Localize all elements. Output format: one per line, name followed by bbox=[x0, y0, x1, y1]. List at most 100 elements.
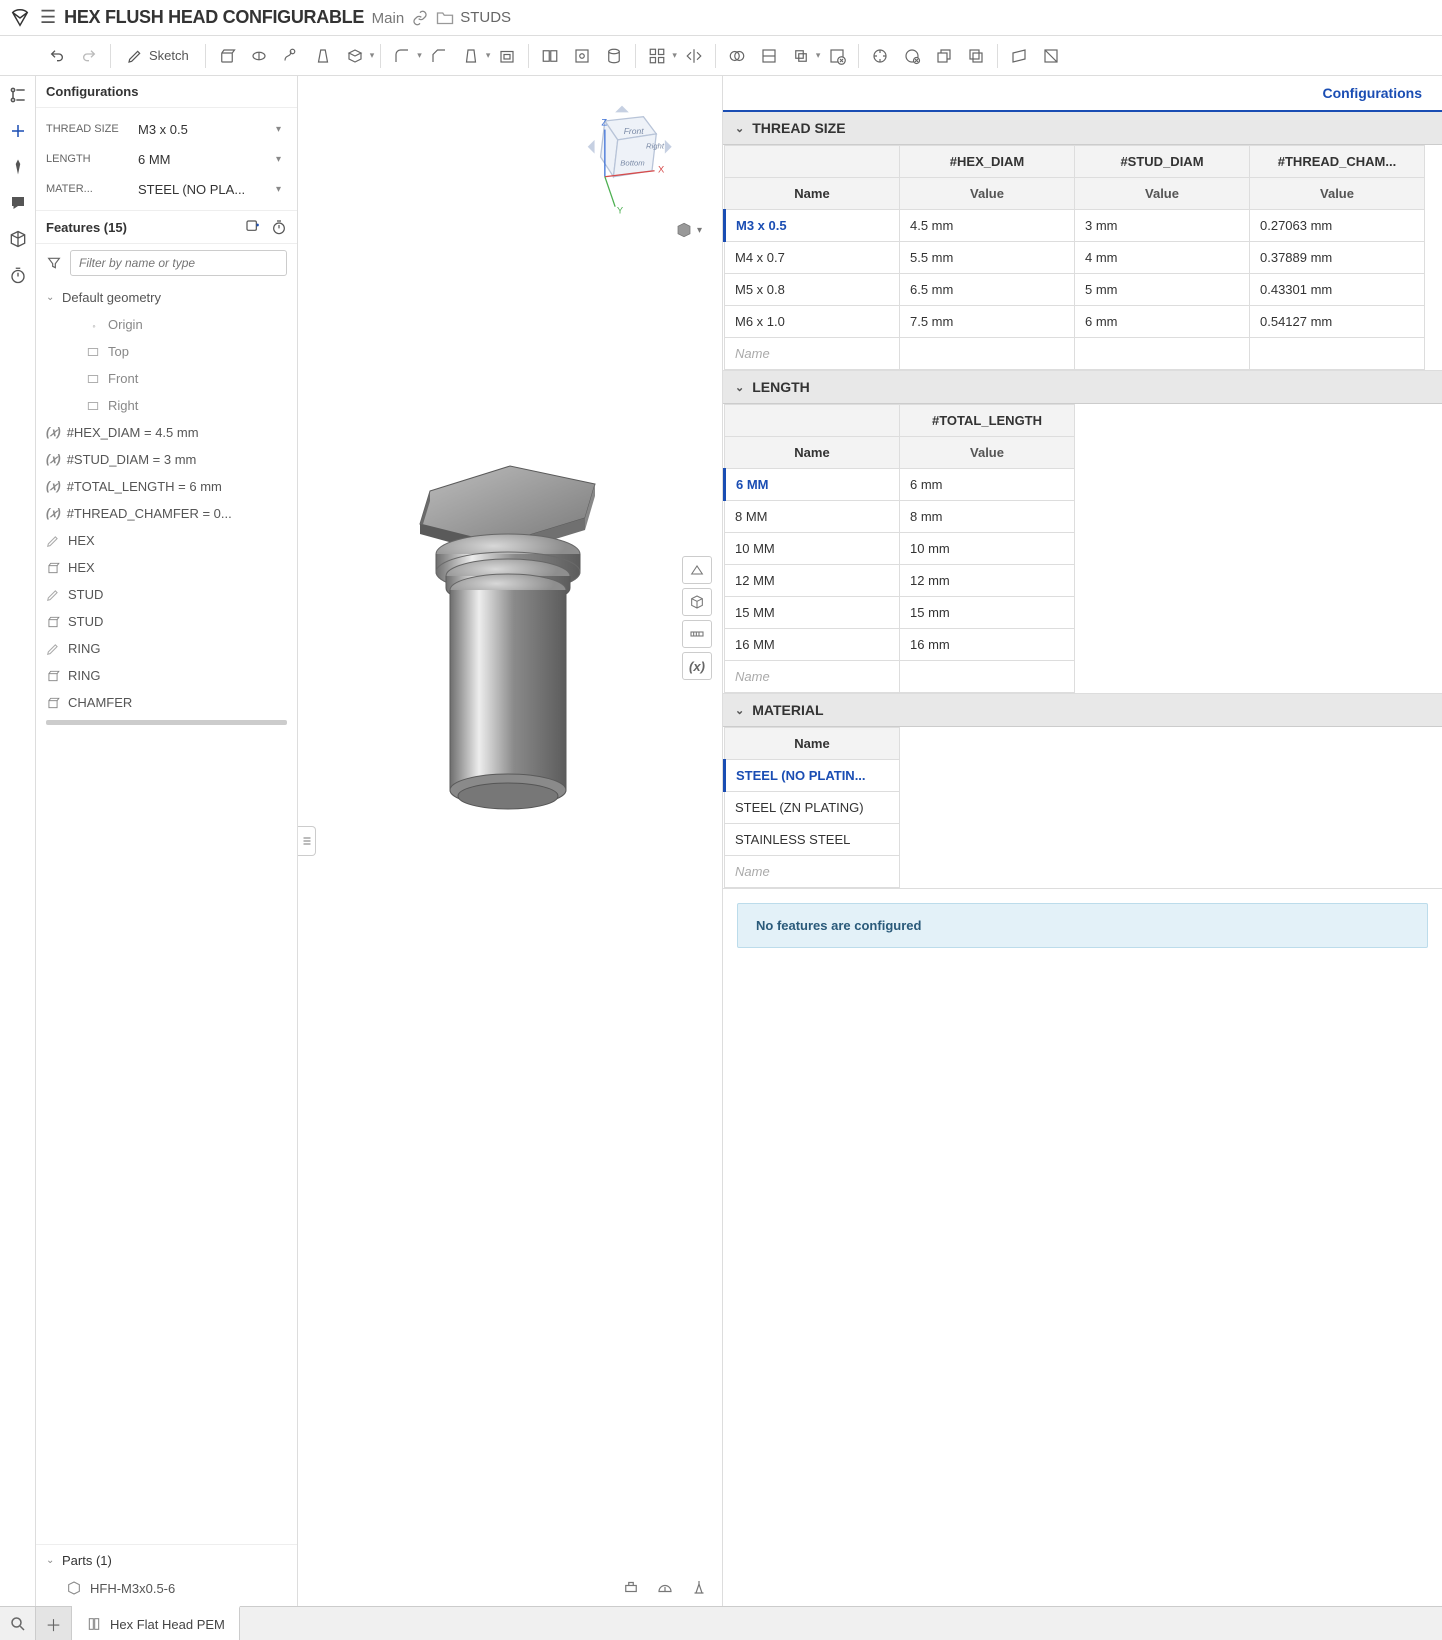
config-table-row[interactable]: M5 x 0.86.5 mm5 mm0.43301 mm bbox=[725, 274, 1425, 306]
config-select[interactable]: STEEL (NO PLA...▾ bbox=[132, 180, 287, 199]
config-section-header[interactable]: ⌄MATERIAL bbox=[723, 694, 1442, 727]
fillet-icon[interactable] bbox=[387, 41, 417, 71]
units-icon[interactable] bbox=[656, 1578, 674, 1596]
section-view-icon[interactable] bbox=[682, 556, 712, 584]
tree-feature[interactable]: HEX bbox=[46, 554, 287, 581]
rail-insert-icon[interactable] bbox=[5, 118, 31, 144]
config-table-row[interactable]: 8 MM8 mm bbox=[725, 501, 1075, 533]
tree-feature[interactable]: STUD bbox=[46, 581, 287, 608]
viewport[interactable]: Front Right Bottom Z X Y bbox=[298, 76, 722, 1606]
chamfer-icon[interactable] bbox=[424, 41, 454, 71]
display-mode-button[interactable]: ▾ bbox=[675, 221, 702, 239]
transform-icon[interactable] bbox=[786, 41, 816, 71]
sketch-button[interactable]: Sketch bbox=[117, 41, 199, 71]
config-add-row[interactable]: Name bbox=[725, 661, 1075, 693]
part-item[interactable]: HFH-M3x0.5-6 bbox=[36, 1576, 297, 1606]
sweep-icon[interactable] bbox=[276, 41, 306, 71]
tree-feature[interactable]: CHAMFER bbox=[46, 689, 287, 716]
tree-variable[interactable]: (𝑥)#TOTAL_LENGTH = 6 mm bbox=[46, 473, 287, 500]
scale-icon[interactable] bbox=[690, 1578, 708, 1596]
dropdown-caret-icon[interactable]: ▾ bbox=[370, 50, 375, 61]
undo-button[interactable] bbox=[42, 41, 72, 71]
tree-variable[interactable]: (𝑥)#STUD_DIAM = 3 mm bbox=[46, 446, 287, 473]
view-cube[interactable]: Front Right Bottom Z X Y bbox=[562, 86, 682, 216]
feature-filter-input[interactable] bbox=[70, 250, 287, 276]
configurations-tab[interactable]: Configurations bbox=[723, 76, 1442, 112]
modify-icon[interactable] bbox=[865, 41, 895, 71]
dropdown-caret-icon[interactable]: ▾ bbox=[486, 50, 491, 61]
tree-feature[interactable]: STUD bbox=[46, 608, 287, 635]
rail-cube-icon[interactable] bbox=[5, 226, 31, 252]
config-table-row[interactable]: STEEL (NO PLATIN... bbox=[725, 760, 900, 792]
tree-feature[interactable]: HEX bbox=[46, 527, 287, 554]
app-logo-icon[interactable] bbox=[8, 6, 32, 30]
config-table-row[interactable]: STAINLESS STEEL bbox=[725, 824, 900, 856]
config-section-header[interactable]: ⌄LENGTH bbox=[723, 371, 1442, 404]
rib-icon[interactable] bbox=[535, 41, 565, 71]
branch-label[interactable]: Main bbox=[372, 10, 405, 27]
pattern-icon[interactable] bbox=[642, 41, 672, 71]
config-table-row[interactable]: 6 MM6 mm bbox=[725, 469, 1075, 501]
tree-geom-item[interactable]: Front bbox=[46, 365, 287, 392]
rail-appearance-icon[interactable] bbox=[5, 154, 31, 180]
search-tabs-icon[interactable] bbox=[0, 1607, 36, 1640]
mass-props-icon[interactable] bbox=[622, 1578, 640, 1596]
panel-collapse-handle[interactable] bbox=[298, 826, 316, 856]
config-table-row[interactable]: 12 MM12 mm bbox=[725, 565, 1075, 597]
config-add-row[interactable]: Name bbox=[725, 338, 1425, 370]
redo-button[interactable] bbox=[74, 41, 104, 71]
dropdown-caret-icon[interactable]: ▾ bbox=[672, 50, 677, 61]
config-table-row[interactable]: M6 x 1.07.5 mm6 mm0.54127 mm bbox=[725, 306, 1425, 338]
offset-icon[interactable] bbox=[961, 41, 991, 71]
revolve-icon[interactable] bbox=[244, 41, 274, 71]
delete-icon[interactable] bbox=[822, 41, 852, 71]
config-table-row[interactable]: 16 MM16 mm bbox=[725, 629, 1075, 661]
extrude-icon[interactable] bbox=[212, 41, 242, 71]
rail-features-icon[interactable] bbox=[5, 82, 31, 108]
hole-icon[interactable] bbox=[567, 41, 597, 71]
axis-icon[interactable] bbox=[1036, 41, 1066, 71]
rail-timer-icon[interactable] bbox=[5, 262, 31, 288]
rollback-bar[interactable] bbox=[46, 720, 287, 725]
config-select[interactable]: M3 x 0.5▾ bbox=[132, 120, 287, 139]
dropdown-caret-icon[interactable]: ▾ bbox=[816, 50, 821, 61]
filter-icon[interactable] bbox=[46, 255, 62, 271]
rail-comment-icon[interactable] bbox=[5, 190, 31, 216]
config-table-row[interactable]: M3 x 0.54.5 mm3 mm0.27063 mm bbox=[725, 210, 1425, 242]
add-tab-button[interactable]: ＋ bbox=[36, 1607, 72, 1640]
thicken-icon[interactable] bbox=[340, 41, 370, 71]
config-table-row[interactable]: 10 MM10 mm bbox=[725, 533, 1075, 565]
link-icon[interactable] bbox=[412, 10, 428, 26]
config-table-row[interactable]: 15 MM15 mm bbox=[725, 597, 1075, 629]
config-table-row[interactable]: STEEL (ZN PLATING) bbox=[725, 792, 900, 824]
part-studio-tab[interactable]: Hex Flat Head PEM bbox=[72, 1606, 240, 1640]
tree-feature[interactable]: RING bbox=[46, 635, 287, 662]
tree-geom-item[interactable]: Right bbox=[46, 392, 287, 419]
cylinder-icon[interactable] bbox=[599, 41, 629, 71]
dropdown-caret-icon[interactable]: ▾ bbox=[417, 50, 422, 61]
config-select[interactable]: 6 MM▾ bbox=[132, 150, 287, 169]
tree-default-geometry[interactable]: ⌄Default geometry bbox=[46, 284, 287, 311]
add-feature-icon[interactable] bbox=[245, 219, 261, 235]
tree-variable[interactable]: (𝑥)#HEX_DIAM = 4.5 mm bbox=[46, 419, 287, 446]
isometric-icon[interactable] bbox=[682, 588, 712, 616]
parts-header[interactable]: ⌄ Parts (1) bbox=[36, 1544, 297, 1576]
split-icon[interactable] bbox=[754, 41, 784, 71]
replace-icon[interactable] bbox=[929, 41, 959, 71]
tree-geom-item[interactable]: Top bbox=[46, 338, 287, 365]
move-icon[interactable] bbox=[897, 41, 927, 71]
boolean-icon[interactable] bbox=[722, 41, 752, 71]
measure-icon[interactable] bbox=[682, 620, 712, 648]
config-table-row[interactable]: M4 x 0.75.5 mm4 mm0.37889 mm bbox=[725, 242, 1425, 274]
tree-feature[interactable]: RING bbox=[46, 662, 287, 689]
tree-variable[interactable]: (𝑥)#THREAD_CHAMFER = 0... bbox=[46, 500, 287, 527]
tree-geom-item[interactable]: ◦Origin bbox=[46, 311, 287, 338]
breadcrumb[interactable]: STUDS bbox=[436, 9, 511, 26]
config-section-header[interactable]: ⌄THREAD SIZE bbox=[723, 112, 1442, 145]
plane-icon[interactable] bbox=[1004, 41, 1034, 71]
rollback-icon[interactable] bbox=[271, 219, 287, 235]
draft-icon[interactable] bbox=[456, 41, 486, 71]
config-add-row[interactable]: Name bbox=[725, 856, 900, 888]
shell-icon[interactable] bbox=[492, 41, 522, 71]
mirror-icon[interactable] bbox=[679, 41, 709, 71]
